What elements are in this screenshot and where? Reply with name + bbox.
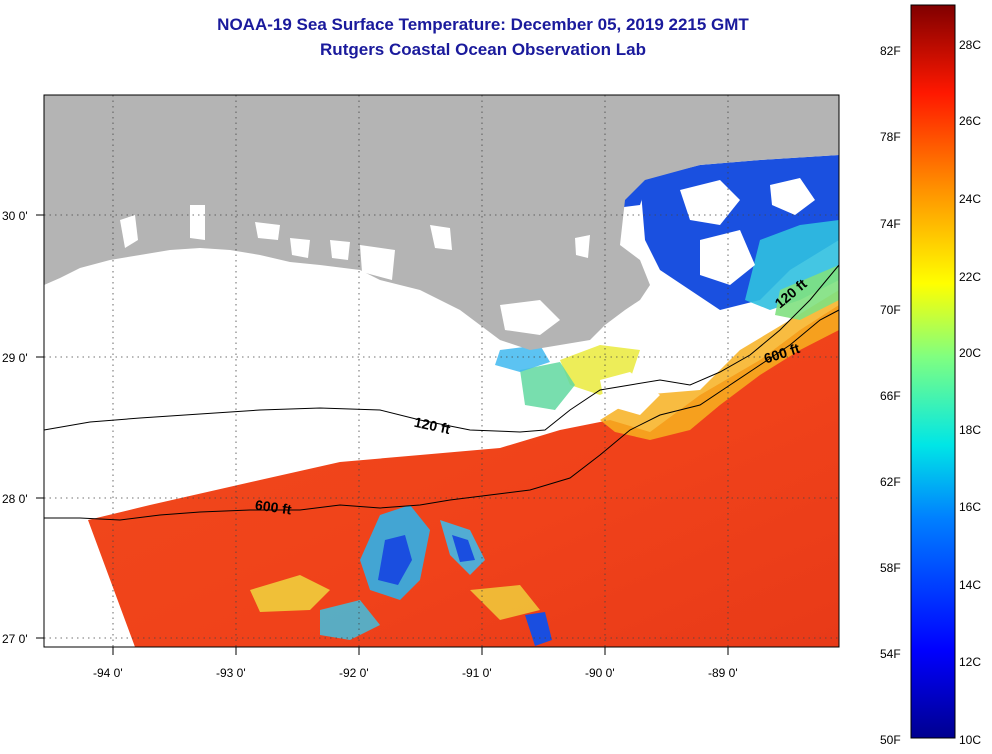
axis-ticks <box>36 214 729 655</box>
colorbar-f-label: 66F <box>880 389 901 403</box>
depth-contours <box>43 264 840 521</box>
map-grid <box>44 95 839 647</box>
inland-lake <box>575 235 590 258</box>
colorbar-c-label: 22C <box>959 270 981 284</box>
colorbar-c-label: 20C <box>959 346 981 360</box>
colorbar-c-label: 26C <box>959 114 981 128</box>
colorbar-c-label: 28C <box>959 38 981 52</box>
cloud-mask <box>680 180 740 225</box>
inland-lake <box>330 240 350 260</box>
sst-green-nearshore <box>775 265 839 320</box>
lat-label: 30 0' <box>2 209 28 223</box>
colorbar-f-label: 54F <box>880 647 901 661</box>
lon-label: -94 0' <box>93 666 123 680</box>
map-frame <box>43 94 840 648</box>
colorbar-c-label: 14C <box>959 578 981 592</box>
colorbar-c-label: 24C <box>959 192 981 206</box>
inland-lake <box>190 205 205 240</box>
sst-yellow-streak <box>250 575 330 612</box>
lon-label: -91 0' <box>462 666 492 680</box>
inland-lake <box>290 238 310 258</box>
lon-label: -89 0' <box>708 666 738 680</box>
sst-green-patch <box>520 362 575 410</box>
inland-lake <box>255 222 280 240</box>
colorbar-c-label: 10C <box>959 733 981 747</box>
colorbar-f-label: 70F <box>880 303 901 317</box>
colorbar: 82F 78F 74F 70F 66F 62F 58F 54F 50F 28C … <box>880 4 981 747</box>
land-mass <box>44 95 839 350</box>
lat-label: 27 0' <box>2 632 28 646</box>
colorbar-c-label: 16C <box>959 500 981 514</box>
map-area <box>44 95 839 647</box>
sst-warm-water <box>88 305 839 647</box>
sst-yellow-streak <box>470 585 540 620</box>
colorbar-f-label: 82F <box>880 44 901 58</box>
colorbar-c-label: 12C <box>959 655 981 669</box>
sst-cool-core <box>452 535 475 562</box>
cloud-mask <box>600 372 660 415</box>
lat-label: 28 0' <box>2 492 28 506</box>
colorbar-gradient <box>910 4 956 739</box>
inland-lake <box>430 225 452 250</box>
inland-lake <box>500 300 560 335</box>
inland-lake <box>120 215 138 248</box>
colorbar-f-label: 50F <box>880 733 901 747</box>
colorbar-f-label: 58F <box>880 561 901 575</box>
lon-label: -93 0' <box>216 666 246 680</box>
sst-cool-core <box>378 535 412 585</box>
sst-transition-band <box>600 290 839 440</box>
lat-label: 29 0' <box>2 351 28 365</box>
chart-subtitle: Rutgers Coastal Ocean Observation Lab <box>320 40 646 59</box>
colorbar-f-label: 62F <box>880 475 901 489</box>
colorbar-f-label: 78F <box>880 130 901 144</box>
colorbar-c-label: 18C <box>959 423 981 437</box>
chart-title: NOAA-19 Sea Surface Temperature: Decembe… <box>217 15 749 34</box>
contour-label: 600 ft <box>254 497 293 518</box>
contour-600ft <box>44 309 840 521</box>
contour-label: 120 ft <box>413 414 452 437</box>
cloud-mask <box>700 230 755 285</box>
inland-lake <box>360 245 395 280</box>
sst-cyan-patch <box>495 345 550 372</box>
cloud-mask <box>770 178 815 215</box>
sst-cool-filament <box>320 600 380 640</box>
colorbar-f-label: 74F <box>880 217 901 231</box>
lon-label: -92 0' <box>339 666 369 680</box>
contour-120ft <box>43 264 840 433</box>
sst-cool-core <box>525 612 552 646</box>
lon-label: -90 0' <box>585 666 615 680</box>
